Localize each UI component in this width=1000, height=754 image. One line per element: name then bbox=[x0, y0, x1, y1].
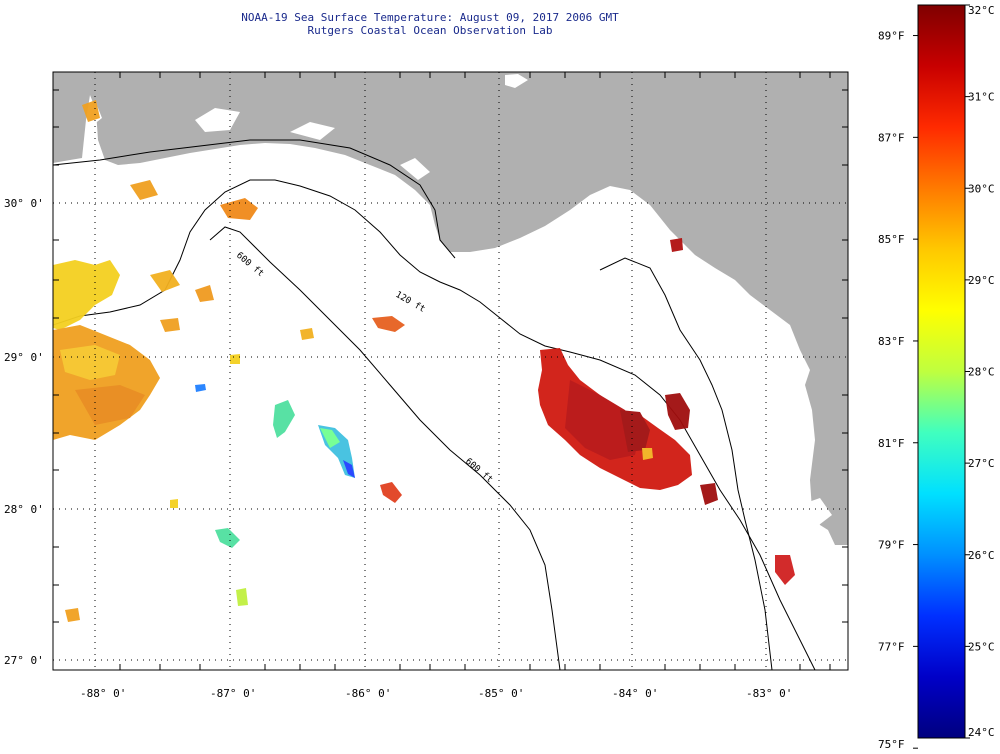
colorbar-fahrenheit-label: 85°F bbox=[878, 233, 905, 246]
colorbar-fahrenheit-label: 79°F bbox=[878, 539, 905, 552]
colorbar-fahrenheit-label: 75°F bbox=[878, 738, 905, 751]
colorbar-fahrenheit-label: 83°F bbox=[878, 335, 905, 348]
colorbar-celsius-label: 30°C bbox=[968, 182, 995, 195]
colorbar-celsius-label: 25°C bbox=[968, 640, 995, 653]
map-area: 120 ft 600 ft 600 ft bbox=[53, 72, 848, 670]
frame-ticks bbox=[53, 72, 848, 670]
lon-tick-label: -86° 0' bbox=[345, 687, 391, 700]
coast-shelf-line bbox=[53, 139, 456, 259]
bay-cutout bbox=[400, 158, 430, 180]
bay-cutout bbox=[505, 74, 528, 88]
colorbar-celsius-label: 26°C bbox=[968, 549, 995, 562]
lon-tick-label: -85° 0' bbox=[478, 687, 524, 700]
colorbar-fahrenheit-label: 77°F bbox=[878, 640, 905, 653]
bay-cutout bbox=[800, 498, 832, 528]
colorbar-celsius-label: 24°C bbox=[968, 726, 995, 739]
colorbar-celsius-labels: 32°C 31°C 30°C 29°C 28°C 27°C 26°C 25°C 24°C bbox=[965, 4, 995, 739]
colorbar: 32°C 31°C 30°C 29°C 28°C 27°C 26°C 25°C 24°C 89°… bbox=[878, 4, 995, 751]
isobath-120ft bbox=[53, 179, 816, 670]
colorbar-celsius-label: 32°C bbox=[968, 4, 995, 17]
colorbar-celsius-label: 29°C bbox=[968, 274, 995, 287]
bay-cutout bbox=[195, 108, 240, 132]
colorbar-fahrenheit-labels: 89°F 87°F 85°F 83°F 81°F 79°F 77°F 75°F bbox=[878, 30, 918, 751]
land-mass bbox=[53, 72, 848, 545]
colorbar-fahrenheit-label: 81°F bbox=[878, 437, 905, 450]
lon-tick-label: -87° 0' bbox=[210, 687, 256, 700]
lon-tick-label: -88° 0' bbox=[80, 687, 126, 700]
map-frame bbox=[52, 71, 849, 671]
colorbar-scale bbox=[917, 4, 966, 739]
sst-patches bbox=[53, 100, 795, 622]
colorbar-fahrenheit-label: 87°F bbox=[878, 131, 905, 144]
map-subtitle: Rutgers Coastal Ocean Observation Lab bbox=[307, 24, 553, 37]
lat-tick-label: 28° 0' bbox=[4, 503, 44, 516]
colorbar-celsius-label: 27°C bbox=[968, 457, 995, 470]
lon-tick-label: -84° 0' bbox=[612, 687, 658, 700]
colorbar-celsius-label: 31°C bbox=[968, 91, 995, 104]
bay-cutout bbox=[290, 122, 335, 140]
lon-tick-label: -83° 0' bbox=[746, 687, 792, 700]
lat-tick-label: 30° 0' bbox=[4, 197, 44, 210]
isobath-600ft bbox=[209, 226, 561, 670]
lat-tick-label: 29° 0' bbox=[4, 351, 44, 364]
colorbar-celsius-label: 28°C bbox=[968, 366, 995, 379]
map-title: NOAA-19 Sea Surface Temperature: August … bbox=[241, 11, 619, 24]
graticule bbox=[53, 72, 848, 670]
isobath-600ft-east bbox=[599, 257, 773, 670]
colorbar-fahrenheit-label: 89°F bbox=[878, 30, 905, 43]
lat-tick-label: 27° 0' bbox=[4, 654, 44, 667]
